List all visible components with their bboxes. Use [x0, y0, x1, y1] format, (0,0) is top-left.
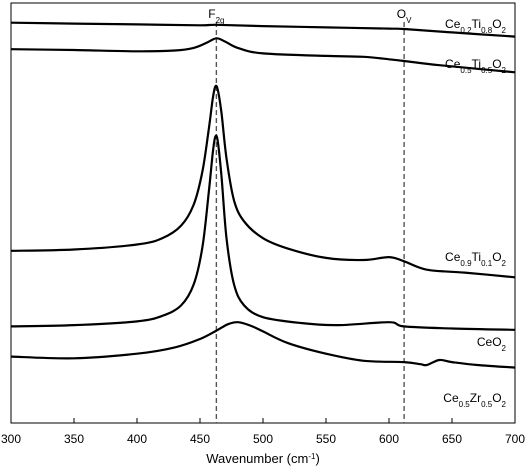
- series-line-1: [10, 37, 516, 74]
- x-tick-label-5: 550: [316, 432, 336, 446]
- x-tick-label-0: 300: [1, 432, 21, 446]
- x-tick-label-8: 700: [505, 432, 525, 446]
- series-label-1: Ce0.5Ti0.5O2: [445, 57, 507, 75]
- series-line-2: [10, 84, 516, 279]
- x-axis-ticks: 300 350 400 450 500 550 600 650 700: [1, 418, 525, 446]
- series-group: [10, 21, 516, 369]
- x-tick-label-2: 400: [127, 432, 147, 446]
- series-label-4: Ce0.5Zr0.5O2: [443, 391, 506, 409]
- reference-lines: F2g OV: [208, 7, 412, 423]
- series-labels: Ce0.2Ti0.8O2 Ce0.5Ti0.5O2 Ce0.9Ti0.1O2 CeO2…: [443, 17, 506, 409]
- series-label-3: CeO2: [477, 335, 507, 353]
- x-axis-title: Wavenumber (cm-1): [206, 451, 320, 466]
- reference-label-0: F2g: [208, 7, 224, 25]
- x-tick-label-4: 500: [253, 432, 273, 446]
- x-tick-label-7: 650: [442, 432, 462, 446]
- series-label-0: Ce0.2Ti0.8O2: [445, 17, 507, 35]
- x-tick-label-6: 600: [379, 432, 399, 446]
- x-tick-label-1: 350: [64, 432, 84, 446]
- series-line-4: [10, 321, 516, 369]
- series-line-3: [10, 134, 516, 331]
- series-line-0: [10, 21, 516, 38]
- reference-label-1: OV: [397, 7, 412, 25]
- x-tick-label-3: 450: [190, 432, 210, 446]
- series-label-2: Ce0.9Ti0.1O2: [445, 250, 507, 268]
